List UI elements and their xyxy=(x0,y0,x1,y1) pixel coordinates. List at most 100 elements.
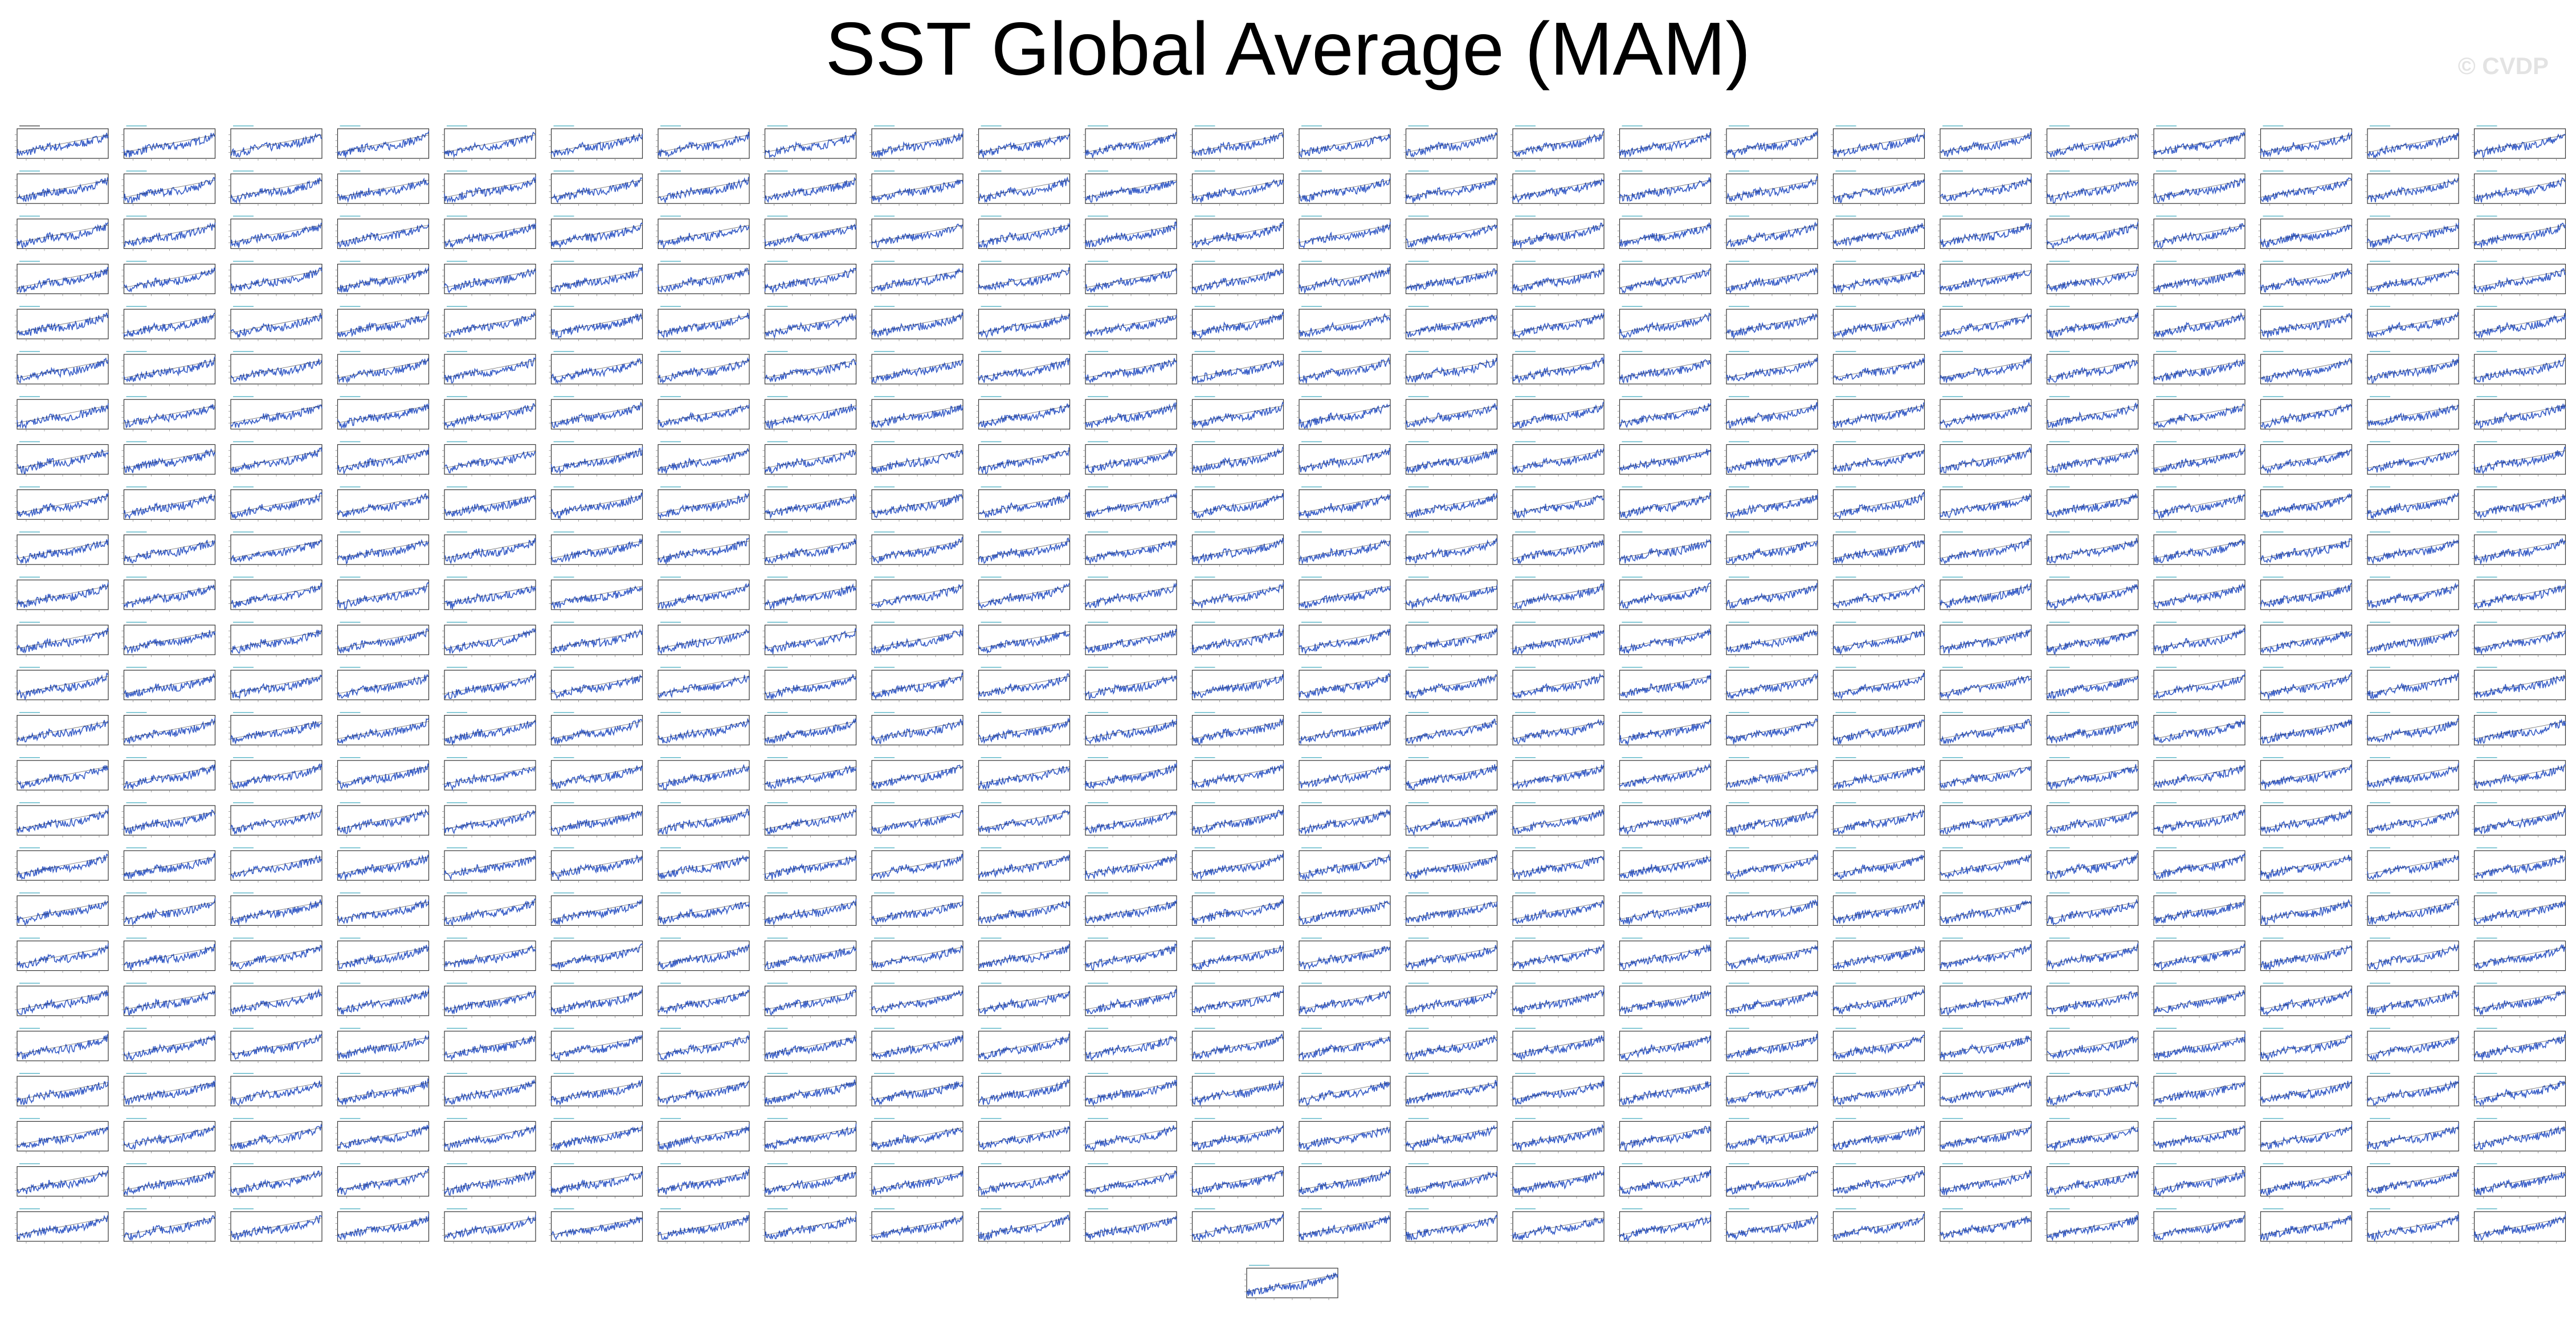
member-panel xyxy=(1190,486,1284,522)
trend-line xyxy=(658,676,750,694)
trend-line xyxy=(1406,676,1497,694)
series-line xyxy=(1619,448,1712,472)
member-panel xyxy=(1190,215,1284,251)
series-line xyxy=(444,673,536,700)
trend-line xyxy=(1833,586,1925,604)
member-panel xyxy=(15,396,109,432)
member-panel xyxy=(2365,712,2459,747)
series-line xyxy=(1833,765,1925,790)
trend-line xyxy=(2047,721,2138,739)
series-line xyxy=(2153,583,2246,610)
trend-line xyxy=(551,676,643,694)
member-panel xyxy=(2365,306,2459,341)
member-panel xyxy=(1724,577,1818,612)
trend-line xyxy=(444,450,536,469)
series-line xyxy=(658,312,750,339)
series-line xyxy=(123,404,216,428)
member-panel xyxy=(2258,532,2353,567)
series-line xyxy=(1832,583,1925,608)
series-line xyxy=(551,628,643,653)
series-line xyxy=(1299,539,1391,565)
trend-line xyxy=(1619,676,1711,694)
member-panel xyxy=(2258,351,2353,386)
trend-line xyxy=(2474,134,2566,153)
series-line xyxy=(1299,586,1391,609)
trend-line xyxy=(2367,269,2459,288)
member-panel xyxy=(2152,757,2246,792)
series-line xyxy=(1085,447,1177,475)
member-panel xyxy=(2152,441,2246,477)
trend-line xyxy=(1833,766,1925,784)
trend-line xyxy=(17,224,109,243)
member-panel xyxy=(1724,396,1818,432)
series-line xyxy=(2473,675,2566,698)
trend-line xyxy=(2367,315,2459,333)
trend-line xyxy=(2260,315,2352,333)
member-panel xyxy=(762,215,857,251)
trend-line xyxy=(337,766,429,784)
trend-line xyxy=(2260,541,2352,559)
trend-line xyxy=(1192,224,1284,243)
member-panel xyxy=(335,351,430,386)
trend-line xyxy=(1085,676,1177,694)
series-line xyxy=(1726,402,1818,428)
series-line xyxy=(1832,312,1925,339)
series-line xyxy=(2260,223,2353,249)
series-line xyxy=(2153,312,2246,338)
trend-line xyxy=(765,360,856,378)
series-line xyxy=(978,583,1070,610)
member-panel xyxy=(228,622,322,657)
trend-line xyxy=(1833,269,1925,288)
trend-line xyxy=(658,631,750,649)
member-panel xyxy=(2044,486,2139,522)
trend-line xyxy=(871,586,964,604)
member-panel xyxy=(656,351,750,386)
member-panel xyxy=(228,215,322,251)
series-line xyxy=(1512,540,1605,565)
series-line xyxy=(17,765,109,790)
series-line xyxy=(1512,178,1605,204)
trend-line xyxy=(124,315,215,333)
member-panel xyxy=(15,170,109,206)
trend-line xyxy=(230,224,322,243)
member-panel xyxy=(976,170,1071,206)
trend-line xyxy=(1192,134,1284,153)
member-panel xyxy=(1297,667,1391,702)
member-panel xyxy=(1831,351,1925,386)
trend-line xyxy=(658,450,750,469)
member-panel xyxy=(1297,577,1391,612)
member-panel xyxy=(1831,712,1925,747)
series-line xyxy=(337,131,430,158)
member-panel xyxy=(762,486,857,522)
series-line xyxy=(764,765,857,790)
member-panel xyxy=(976,622,1071,657)
member-panel xyxy=(442,757,536,792)
member-panel xyxy=(121,712,216,747)
trend-line xyxy=(2367,179,2459,198)
member-panel xyxy=(2472,441,2566,477)
member-panel xyxy=(2472,306,2566,341)
trend-line xyxy=(444,495,536,514)
trend-line xyxy=(2474,586,2566,604)
member-panel xyxy=(2044,260,2139,296)
member-panel xyxy=(15,667,109,702)
series-line xyxy=(2367,673,2459,700)
trend-line xyxy=(1726,631,1818,649)
series-line xyxy=(2046,538,2139,564)
member-panel xyxy=(1083,486,1177,522)
series-line xyxy=(1940,447,2032,474)
member-panel xyxy=(1617,396,1712,432)
trend-line xyxy=(17,360,109,378)
series-line xyxy=(871,131,964,158)
trend-line xyxy=(444,224,536,243)
series-line xyxy=(2046,447,2139,473)
series-line xyxy=(550,538,643,563)
series-line xyxy=(978,403,1071,428)
series-line xyxy=(1726,540,1818,565)
trend-line xyxy=(1299,586,1391,604)
series-line xyxy=(2153,267,2246,293)
trend-line xyxy=(1940,450,2032,469)
trend-line xyxy=(337,315,429,333)
series-line xyxy=(2260,583,2352,607)
series-line xyxy=(1299,628,1391,654)
